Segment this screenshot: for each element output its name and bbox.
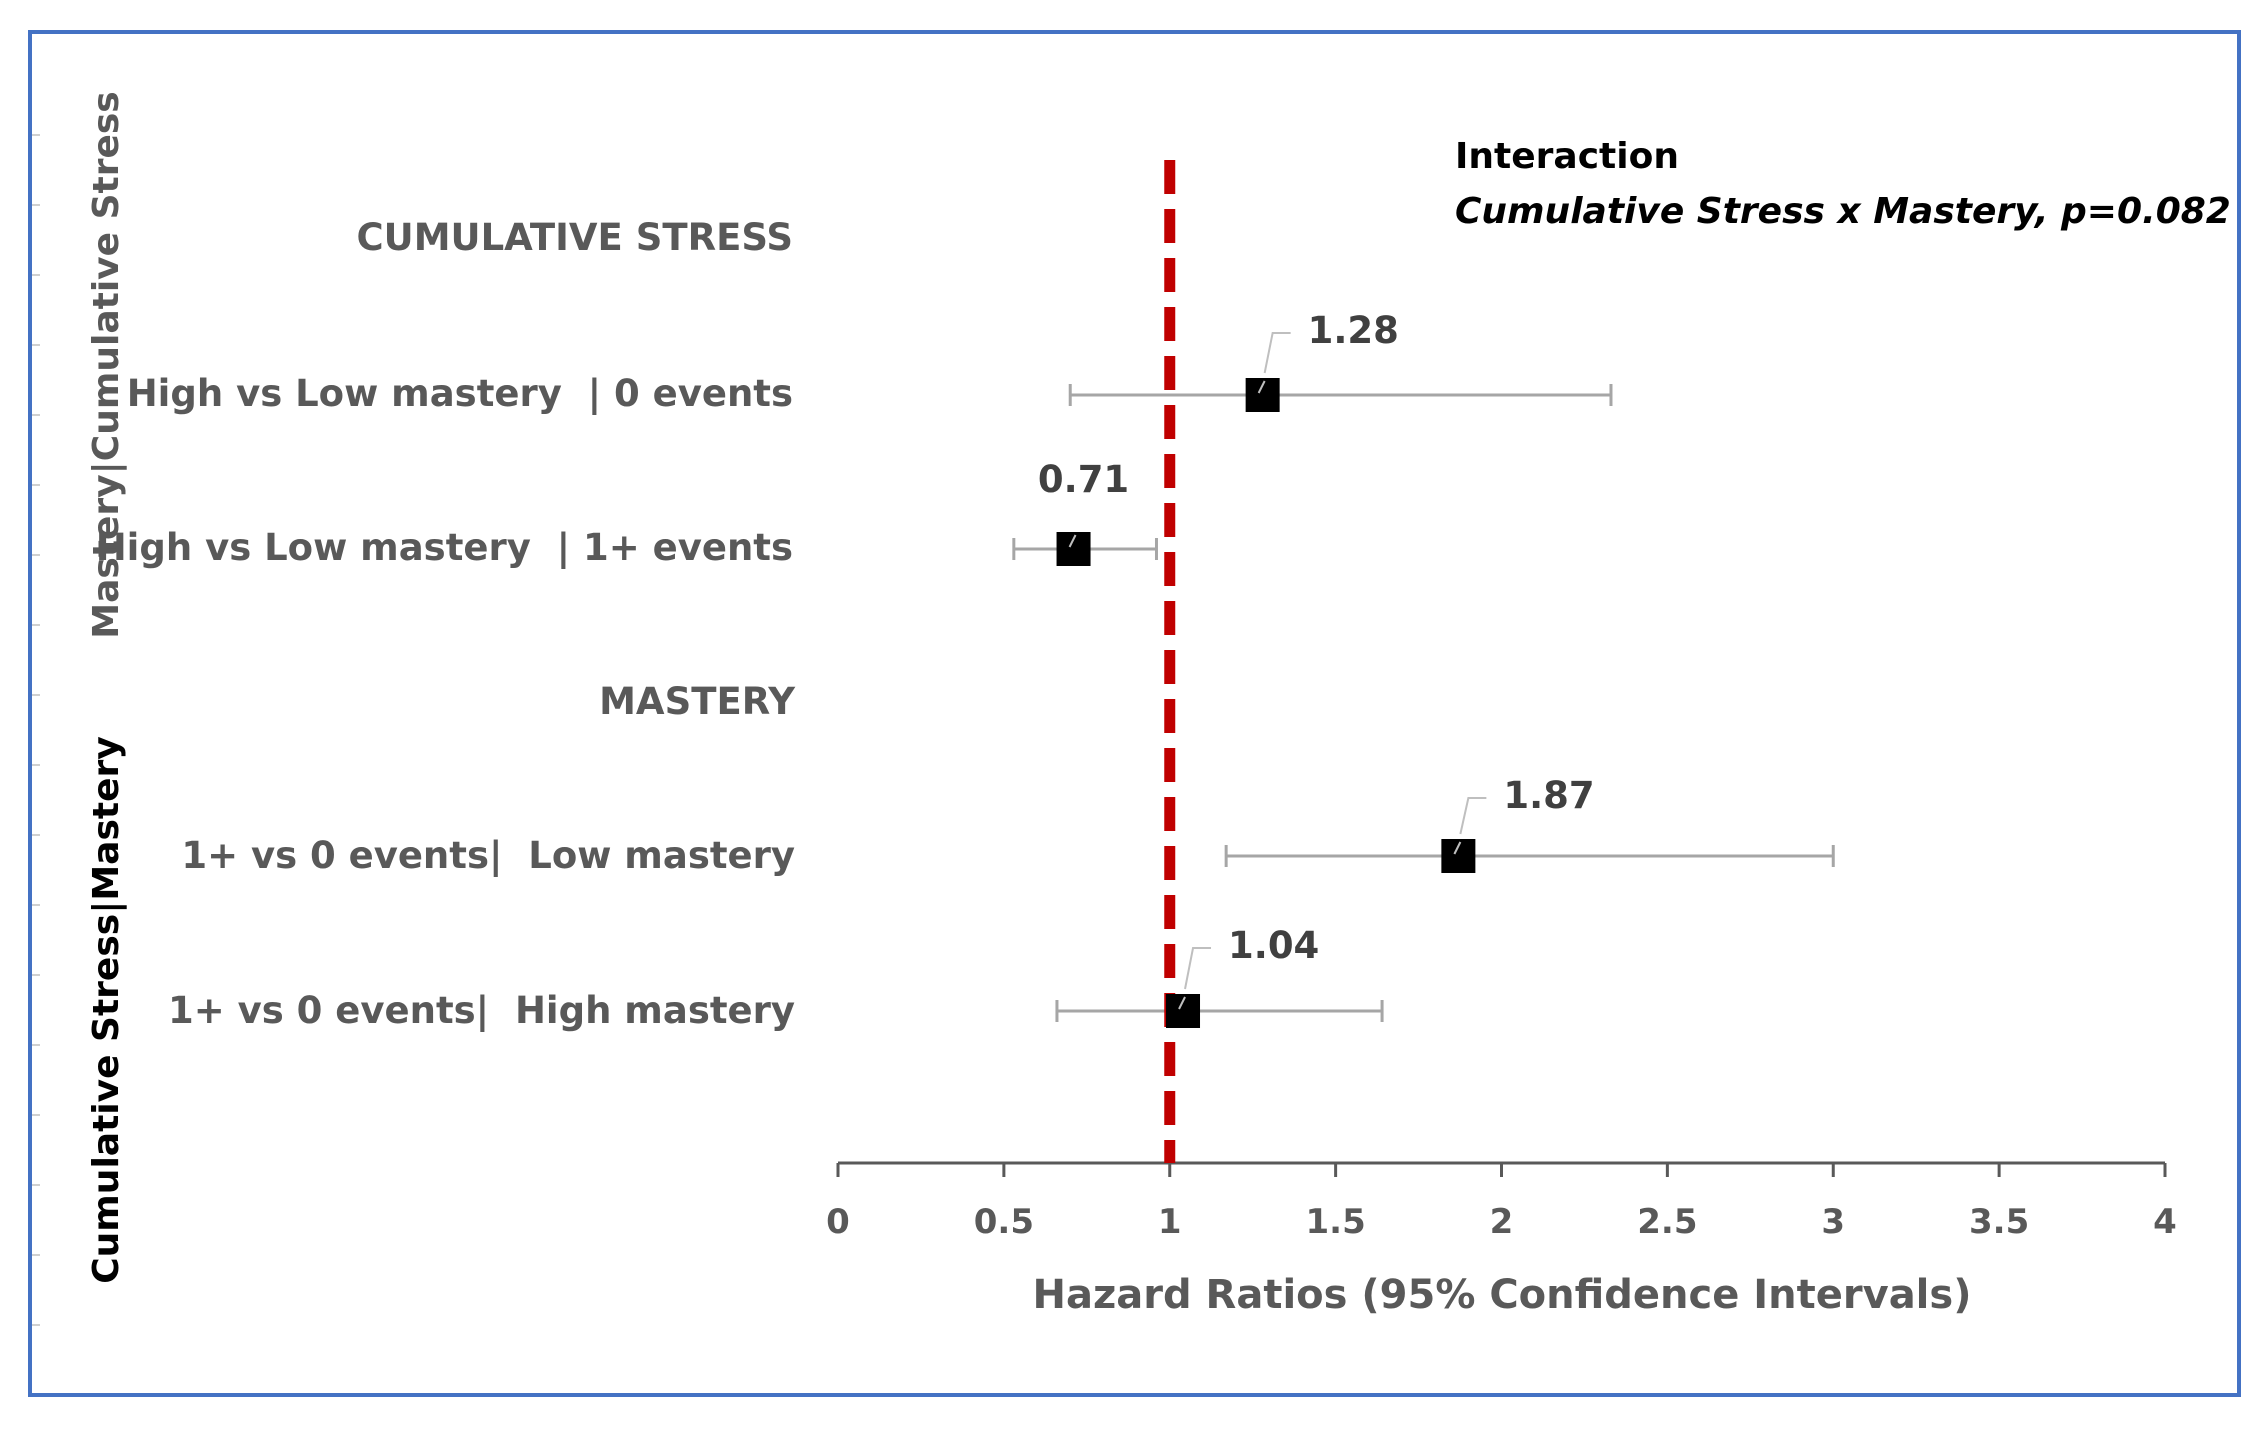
x-axis-title: Hazard Ratios (95% Confidence Intervals) — [1033, 1272, 1972, 1318]
label-leader — [1263, 332, 1291, 374]
x-tick-label: 0.5 — [974, 1202, 1034, 1242]
marker-glint — [1068, 534, 1077, 548]
x-tick-label: 3.5 — [1969, 1202, 2029, 1242]
x-tick-label: 2 — [1490, 1202, 1514, 1242]
x-tick-label: 2.5 — [1637, 1202, 1697, 1242]
x-tick-label: 4 — [2153, 1202, 2177, 1242]
hr-value-label: 1.28 — [1308, 309, 1399, 352]
frame-left-ticks — [32, 134, 40, 1326]
x-tick-label: 1 — [1158, 1202, 1182, 1242]
hr-value-label: 1.04 — [1228, 924, 1319, 967]
hr-value-label: 0.71 — [1038, 458, 1129, 501]
side-label-stress-given-mastery: Cumulative Stress|Mastery — [86, 736, 127, 1284]
side-label-mastery-given-stress: Mastery|Cumulative Stress — [86, 91, 127, 639]
marker-glint — [1453, 841, 1462, 855]
interaction-title: Interaction — [1455, 136, 1679, 177]
marker-glint — [1257, 380, 1266, 394]
hr-value-label: 1.87 — [1503, 774, 1594, 817]
interaction-subtitle: Cumulative Stress x Mastery, p=0.082 — [1455, 191, 2231, 232]
x-tick-label: 1.5 — [1306, 1202, 1366, 1242]
label-leader — [1184, 947, 1212, 990]
x-tick-label: 0 — [826, 1202, 850, 1242]
marker-glint — [1178, 996, 1186, 1010]
row-label: High vs Low mastery | 0 events — [127, 372, 793, 415]
group-heading-mastery: MASTERY — [599, 680, 796, 723]
x-tick-label: 3 — [1821, 1202, 1845, 1242]
row-label: High vs Low mastery | 1+ events — [96, 526, 793, 569]
label-leader — [1459, 797, 1487, 835]
chart-frame — [28, 30, 2241, 1397]
row-label: 1+ vs 0 events| High mastery — [168, 989, 795, 1032]
forest-data: 1.28 0.71 1.87 1.04 — [1012, 160, 1835, 1163]
group-heading-cumulative-stress: CUMULATIVE STRESS — [357, 216, 793, 259]
row-label: 1+ vs 0 events| Low mastery — [181, 834, 795, 877]
x-axis: 0 0.5 1 1.5 2 2.5 3 3.5 4 — [826, 1161, 2177, 1242]
